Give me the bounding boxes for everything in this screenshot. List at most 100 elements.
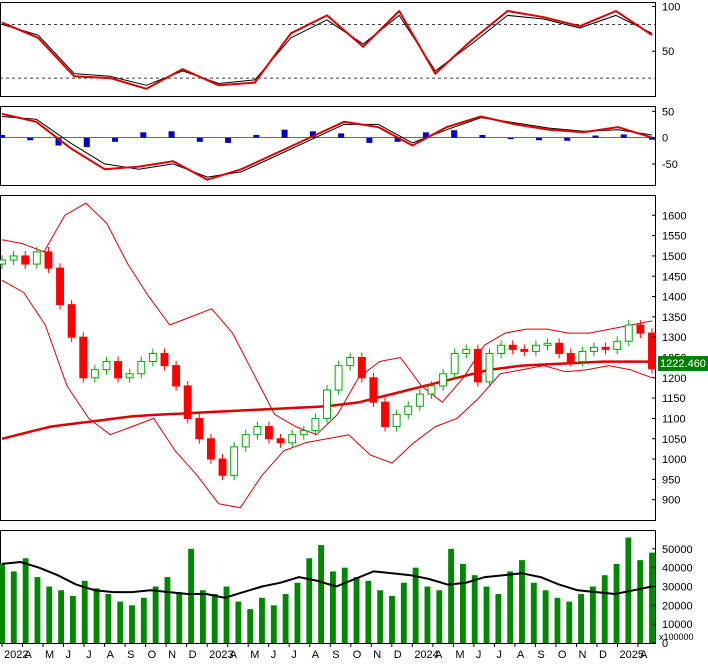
volume-bar-28 <box>329 571 336 643</box>
macd-hist-bar-3 <box>83 137 90 148</box>
candle-body-26 <box>299 430 308 436</box>
volume-bar-53 <box>625 537 632 643</box>
x-tick-label-6: S <box>127 649 134 661</box>
volume-bar-22 <box>259 597 265 643</box>
volume-bar-45 <box>530 582 537 643</box>
candle-body-49 <box>566 352 575 363</box>
x-tick-label-20: 2024 <box>414 649 438 661</box>
candle-body-4 <box>44 251 53 269</box>
volume-bar-33 <box>389 595 395 643</box>
y-tick-label-2-4: 1100 <box>662 413 686 425</box>
y-tick-label-2-6: 1200 <box>662 373 686 385</box>
macd-hist-bar-12 <box>338 133 345 138</box>
candle-body-2 <box>21 255 30 265</box>
volume-bar-13 <box>152 586 159 643</box>
candle-body-35 <box>404 405 413 415</box>
candle-body-8 <box>90 369 99 379</box>
volume-bar-0 <box>0 563 5 643</box>
x-tick-label-2: M <box>45 649 54 661</box>
y-tick-label-3-5: 50000 <box>662 544 693 556</box>
macd-hist-bar-14 <box>394 137 401 142</box>
y-tick-label-3-0: 0 <box>662 638 668 650</box>
x-tick-label-18: N <box>373 649 381 661</box>
y-tick-label-2-0: 900 <box>662 495 680 507</box>
volume-bar-18 <box>211 594 218 643</box>
candle-body-43 <box>497 344 506 354</box>
y-tick-label-2-1: 950 <box>662 474 680 486</box>
candle-body-25 <box>288 434 297 444</box>
volume-bar-1 <box>10 571 17 643</box>
volume-bar-48 <box>566 601 573 643</box>
volume-bar-25 <box>294 582 301 643</box>
x-tick-label-11: A <box>230 649 238 661</box>
y-tick-label-2-12: 1500 <box>662 251 686 263</box>
candle-body-33 <box>381 401 389 428</box>
x-tick-label-25: A <box>517 649 525 661</box>
candle-body-44 <box>508 344 517 350</box>
volume-bar-20 <box>235 601 242 643</box>
last-price-box <box>658 356 708 371</box>
macd-hist-bar-13 <box>366 137 373 143</box>
volume-bar-15 <box>176 592 183 643</box>
macd-hist-bar-18 <box>507 137 514 140</box>
x-tick-label-24: J <box>496 649 502 661</box>
x-tick-label-10: 2023 <box>209 649 233 661</box>
candle-body-32 <box>369 377 378 403</box>
macd-main-line <box>1 112 653 181</box>
volume-bar-39 <box>459 563 466 643</box>
volume-bar-17 <box>199 590 206 643</box>
macd-hist-bar-21 <box>592 135 599 138</box>
volume-bar-35 <box>412 567 419 643</box>
volume-bar-34 <box>400 582 407 643</box>
candle-body-31 <box>357 357 366 379</box>
y-tick-label-3-4: 40000 <box>662 563 693 575</box>
y-tick-label-3-1: 10000 <box>662 619 693 631</box>
volume-bar-47 <box>554 597 561 643</box>
macd-hist-bar-22 <box>620 134 627 138</box>
x-tick-label-9: D <box>189 649 197 661</box>
y-tick-label-2-3: 1050 <box>662 434 686 446</box>
macd-hist-bar-4 <box>112 137 119 142</box>
x-tick-label-7: O <box>148 649 157 661</box>
volume-bar-38 <box>448 548 455 643</box>
x-tick-label-5: A <box>107 649 115 661</box>
volume-bar-43 <box>507 571 514 643</box>
y-tick-label-2-14: 1600 <box>662 210 686 222</box>
volume-bar-14 <box>164 577 171 643</box>
candle-body-6 <box>67 304 76 338</box>
y-tick-label-2-9: 1350 <box>662 312 686 324</box>
x-tick-label-23: J <box>476 649 482 661</box>
last-price-label: 1222.460 <box>660 358 706 370</box>
macd-hist-bar-23 <box>649 137 655 140</box>
x-tick-label-1: A <box>25 649 33 661</box>
candle-body-23 <box>265 426 273 440</box>
candle-body-17 <box>195 417 204 440</box>
candle-body-27 <box>311 417 320 432</box>
candle-body-55 <box>636 324 645 334</box>
volume-bar-55 <box>649 552 655 643</box>
x-tick-label-26: S <box>537 649 544 661</box>
y-tick-label-0-1: 100 <box>662 1 680 13</box>
volume-bar-3 <box>34 577 41 643</box>
macd-hist-bar-7 <box>196 137 203 142</box>
macd-hist-bar-2 <box>55 137 62 146</box>
candle-body-46 <box>531 344 540 352</box>
candle-body-19 <box>218 458 227 476</box>
volume-bar-9 <box>105 594 112 643</box>
candle-body-14 <box>160 352 169 367</box>
y-tick-label-2-8: 1300 <box>662 332 686 344</box>
candle-body-30 <box>346 357 355 367</box>
volume-bar-44 <box>519 560 525 643</box>
x-tick-label-29: D <box>599 649 607 661</box>
candle-body-38 <box>439 373 448 387</box>
x-tick-label-15: A <box>312 649 320 661</box>
volume-bar-51 <box>601 575 608 643</box>
x-tick-label-14: J <box>291 649 297 661</box>
volume-bar-10 <box>117 601 124 643</box>
candle-body-37 <box>427 385 436 395</box>
volume-bar-16 <box>188 548 195 643</box>
x-tick-label-12: M <box>250 649 259 661</box>
y-tick-label-2-10: 1400 <box>662 292 686 304</box>
volume-bar-12 <box>140 597 147 643</box>
volume-unit-label: x100000 <box>659 632 694 642</box>
